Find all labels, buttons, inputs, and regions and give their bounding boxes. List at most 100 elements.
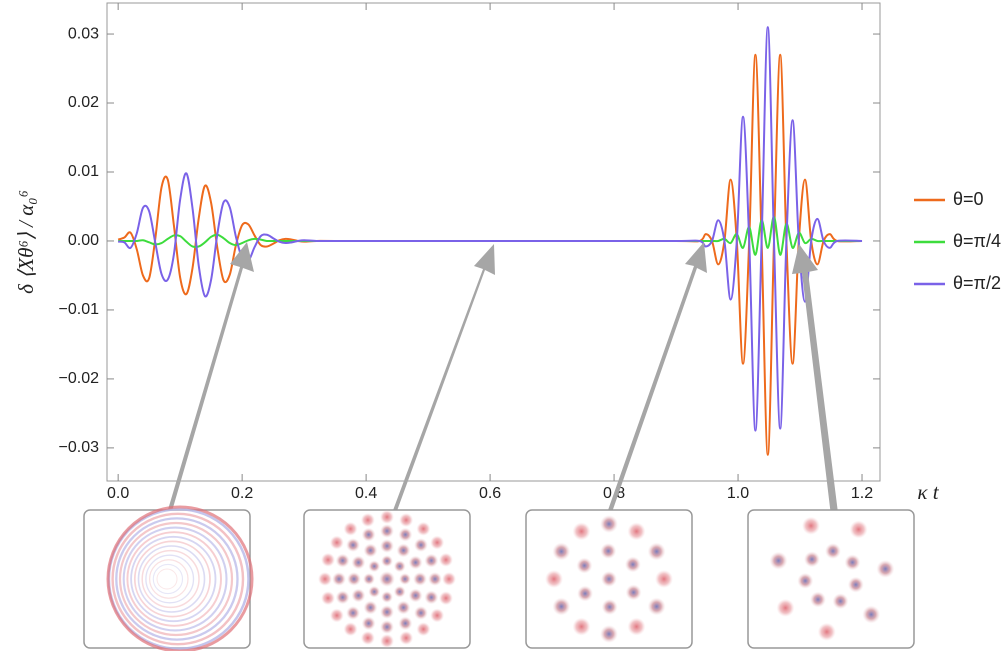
arrow (598, 242, 707, 518)
inset-blob (601, 571, 617, 587)
inset-blob (844, 554, 861, 571)
inset-blob (351, 588, 366, 603)
inset-blob (803, 551, 820, 568)
inset-blob (408, 555, 423, 570)
inset-blob (424, 590, 439, 605)
ticks: −0.03 −0.02 −0.01 0.00 0.01 0.02 0.03 0.0 0.2 0.4… (59, 3, 880, 502)
inset-ring (145, 554, 195, 604)
inset-blob (398, 616, 413, 631)
inset-ring (130, 535, 217, 623)
inset-blob (318, 572, 332, 586)
inset-blob (363, 543, 378, 558)
lines (117, 26, 863, 456)
inset-blob (381, 555, 393, 567)
inset-blob (769, 551, 788, 570)
y-tick-label: −0.03 (59, 439, 100, 456)
inset-blob (627, 617, 646, 636)
inset-blob (552, 542, 571, 561)
inset-blob (398, 527, 413, 542)
inset-blob (363, 573, 375, 585)
inset-blob (847, 576, 864, 593)
inset-ring (122, 526, 228, 632)
x-axis-label: κ t (917, 480, 939, 504)
inset-blob (380, 524, 394, 538)
x-tick-label: 0.2 (231, 485, 253, 502)
inset-blob (332, 572, 346, 586)
inset-blob (545, 570, 563, 588)
inset-blob (876, 559, 895, 578)
inset-blob (351, 555, 366, 570)
inset-blob (360, 513, 375, 528)
inset-ring (118, 521, 234, 637)
inset-blob (408, 588, 423, 603)
arrows (158, 242, 838, 519)
y-tick-label: 0.00 (68, 232, 99, 249)
y-tick-label: −0.01 (59, 301, 100, 318)
inset-blob (329, 608, 344, 623)
inset-blob (817, 622, 836, 641)
inset-blob (381, 591, 393, 603)
inset-blob (321, 552, 336, 567)
arrow (158, 242, 254, 518)
inset-ring (115, 517, 239, 641)
inset-blob (413, 572, 427, 586)
y-tick-label: 0.01 (68, 163, 99, 180)
inset-blob (379, 571, 395, 587)
inset-blob (393, 560, 406, 573)
inset-blob (802, 516, 821, 535)
inset-blob (399, 573, 411, 585)
arrow (382, 244, 495, 519)
x-tick-label: 1.0 (727, 485, 749, 502)
inset-blob (601, 598, 618, 615)
inset-blob (572, 617, 591, 636)
inset-blob (329, 535, 344, 550)
inset-blob (399, 513, 414, 528)
inset-blob (428, 572, 442, 586)
inset-blob (600, 543, 617, 560)
inset-blob (416, 622, 431, 637)
inset-blob (380, 605, 394, 619)
inset-blob (343, 521, 358, 536)
y-tick-label: 0.02 (68, 94, 99, 111)
insets (83, 505, 915, 651)
x-tick-label: 0.4 (355, 485, 377, 502)
series-line (118, 26, 863, 432)
inset-blob (396, 600, 411, 615)
inset-blob (624, 556, 641, 573)
inset-blob (647, 597, 666, 616)
inset-ring (148, 559, 189, 599)
plot-frame (106, 2, 881, 482)
inset-blob (363, 600, 378, 615)
inset-blob (380, 510, 394, 524)
inset-blob (361, 527, 376, 542)
inset-blob (797, 572, 814, 589)
inset-blob (655, 570, 673, 588)
inset-blob (572, 522, 591, 541)
inset-blob (625, 584, 642, 601)
inset-ring (133, 540, 211, 618)
inset-blob (343, 622, 358, 637)
inset-blob (577, 585, 594, 602)
inset-blob (647, 542, 666, 561)
arrow (792, 244, 838, 516)
inset-blob (862, 605, 881, 624)
y-tick-label: 0.03 (68, 25, 99, 42)
inset-blob (627, 522, 646, 541)
inset-blob (438, 552, 453, 567)
inset-blob (393, 585, 406, 598)
inset-blob (442, 572, 456, 586)
inset-blob (552, 597, 571, 616)
inset-blob (600, 625, 618, 643)
legend: θ=0 θ=π/4 θ=π/2 (914, 189, 1001, 293)
inset-ring (141, 549, 200, 609)
inset-blob (413, 605, 428, 620)
inset-blob (360, 630, 375, 645)
legend-label: θ=0 (953, 189, 984, 209)
inset-ring (111, 512, 245, 646)
inset-blob (347, 572, 361, 586)
inset-blob (368, 560, 381, 573)
y-tick-label: −0.02 (59, 370, 100, 387)
inset-blob (832, 593, 849, 610)
inset-ring (126, 531, 222, 627)
